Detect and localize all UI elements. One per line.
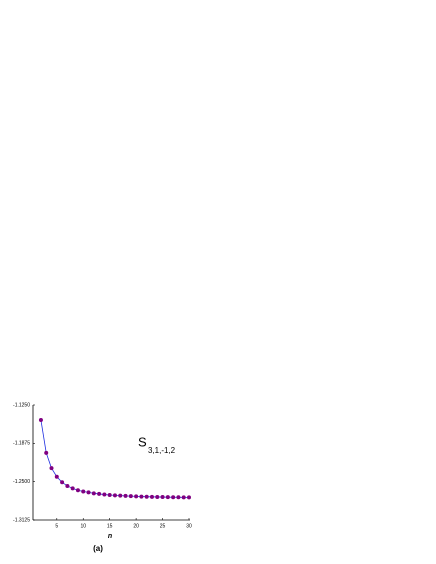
data-point bbox=[81, 489, 86, 494]
data-point bbox=[149, 494, 154, 499]
data-point bbox=[60, 480, 65, 485]
data-point bbox=[181, 495, 186, 500]
data-point bbox=[38, 418, 43, 423]
data-point bbox=[118, 493, 123, 498]
x-axis-label: n bbox=[108, 533, 112, 540]
x-tick-label: 10 bbox=[80, 523, 86, 529]
data-point bbox=[112, 493, 117, 498]
data-point bbox=[65, 483, 70, 488]
y-tick-label: -1.1250 bbox=[13, 402, 30, 408]
data-point bbox=[144, 494, 149, 499]
data-point bbox=[123, 493, 128, 498]
data-point bbox=[44, 450, 49, 455]
x-tick-label: 15 bbox=[107, 523, 113, 529]
data-point bbox=[86, 490, 91, 495]
data-point bbox=[107, 492, 112, 497]
y-tick-label: -1.2500 bbox=[13, 479, 30, 485]
y-tick-label: -1.1875 bbox=[13, 441, 30, 447]
data-point bbox=[134, 494, 139, 499]
data-point bbox=[176, 495, 181, 500]
data-point bbox=[75, 488, 80, 493]
x-tick-label: 30 bbox=[186, 523, 192, 529]
annotation-sub: 3,1,-1,2 bbox=[148, 446, 176, 455]
data-point bbox=[54, 474, 59, 479]
caption: (a) bbox=[93, 544, 103, 553]
x-tick-label: 5 bbox=[55, 523, 58, 529]
data-point bbox=[165, 495, 170, 500]
annotation-main: S bbox=[138, 434, 147, 449]
data-point bbox=[160, 495, 165, 500]
data-point bbox=[102, 492, 107, 497]
x-tick-label: 20 bbox=[133, 523, 139, 529]
data-point bbox=[171, 495, 176, 500]
y-tick-label: -1.3125 bbox=[13, 517, 30, 523]
data-point bbox=[97, 491, 102, 496]
series-line bbox=[40, 419, 190, 498]
data-point bbox=[128, 494, 133, 499]
data-point bbox=[70, 486, 75, 491]
data-point bbox=[187, 495, 191, 500]
data-point bbox=[139, 494, 144, 499]
x-tick-label: 25 bbox=[160, 523, 166, 529]
data-point bbox=[91, 491, 96, 496]
data-point bbox=[155, 494, 160, 499]
data-point bbox=[49, 466, 54, 471]
